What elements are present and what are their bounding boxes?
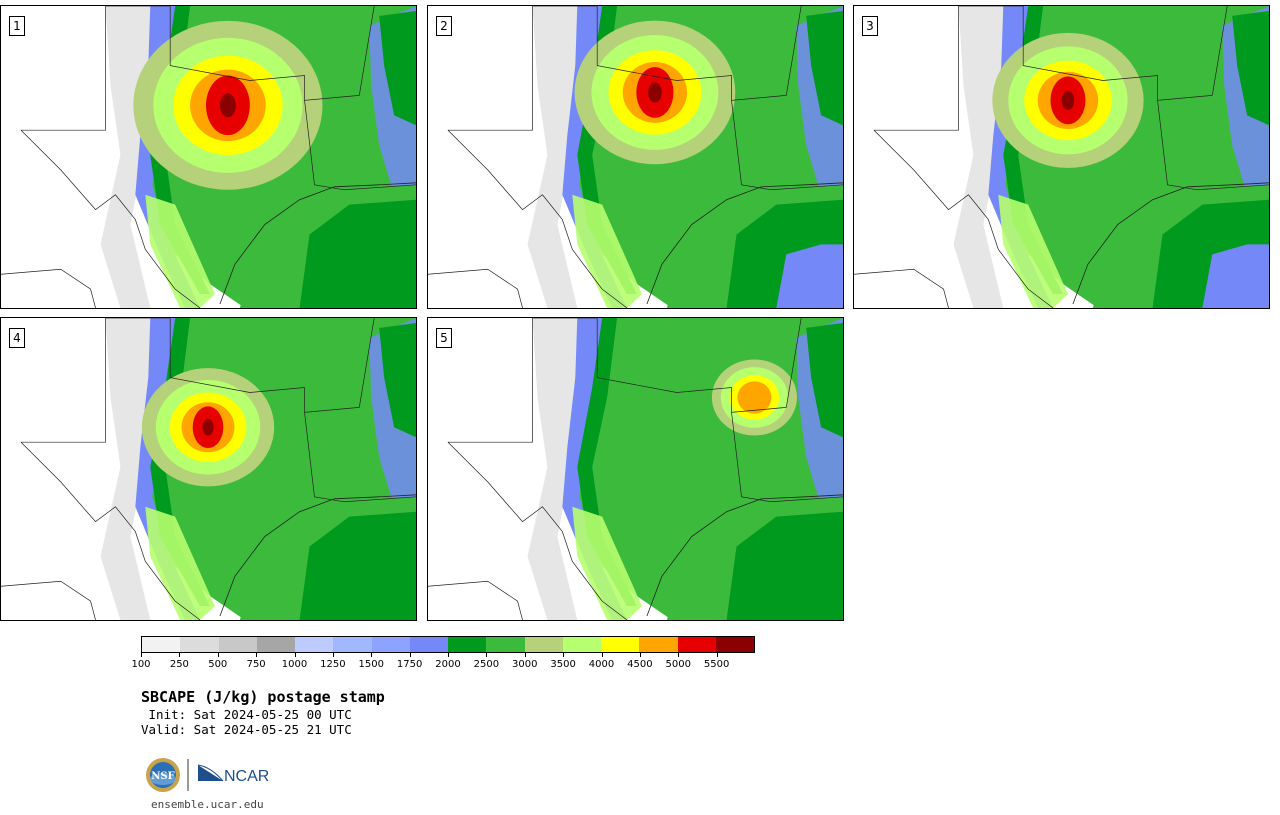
sbcape-field [428, 318, 843, 620]
colorbar-tick-label: 4000 [588, 659, 615, 670]
colorbar-tick-label: 250 [169, 659, 189, 670]
member-4-map: 4 [0, 317, 417, 621]
member-label: 1 [9, 16, 25, 36]
colorbar-tick [371, 653, 373, 657]
colorbar-tick-label: 1750 [396, 659, 423, 670]
colorbar-tick [294, 653, 296, 657]
nsf-logo-text: NSF [151, 771, 174, 782]
colorbar-bin [371, 637, 410, 652]
colorbar-bin [524, 637, 563, 652]
colorbar-tick-label: 1500 [358, 659, 384, 670]
sbcape-field [854, 6, 1269, 308]
colorbar-tick-labels: 100 250 500 750 1000 1250 1500 1750 2000 2500 3000… [131, 653, 755, 673]
colorbar-tick [563, 653, 565, 657]
figure-title: SBCAPE (J/kg) postage stamp [141, 688, 385, 706]
colorbar-tick-label: 3500 [550, 659, 576, 670]
member-5-map: 5 [427, 317, 844, 621]
sbcape-field [428, 6, 843, 308]
colorbar-tick [256, 653, 258, 657]
colorbar-bin [295, 637, 334, 652]
sbcape-colorbar [141, 636, 755, 653]
colorbar-tick-label: 5000 [665, 659, 691, 670]
colorbar-bin [142, 637, 181, 652]
colorbar-tick [141, 653, 142, 657]
member-label: 2 [436, 16, 452, 36]
colorbar-bin [218, 637, 257, 652]
colorbar-tick [601, 653, 603, 657]
colorbar-bin [448, 637, 487, 652]
colorbar-tick [179, 653, 181, 657]
colorbar-tick-label: 3000 [512, 659, 538, 670]
colorbar-tick-label: 2000 [435, 659, 461, 670]
colorbar-tick [678, 653, 680, 657]
colorbar-tick [448, 653, 449, 657]
ncar-logo-text: NCAR [224, 768, 269, 785]
valid-time: Valid: Sat 2024-05-25 21 UTC [141, 722, 352, 737]
colorbar-bin [256, 637, 295, 652]
colorbar-bin [486, 637, 525, 652]
colorbar-tick [639, 653, 641, 657]
colorbar-tick-label: 4500 [627, 659, 653, 670]
colorbar-bin [677, 637, 716, 652]
ncar-logo: NCAR [197, 764, 269, 785]
member-label: 3 [862, 16, 878, 36]
member-1-map: 1 [0, 5, 417, 309]
colorbar-tick-label: 5500 [703, 659, 730, 670]
colorbar-bin [409, 637, 448, 652]
colorbar-tick-label: 1000 [281, 659, 308, 670]
colorbar-bin [639, 637, 678, 652]
colorbar-tick-label: 500 [208, 659, 228, 670]
colorbar-tick [332, 653, 334, 657]
colorbar-tick [524, 653, 526, 657]
member-3-map: 3 [853, 5, 1270, 309]
colorbar-tick-label: 2500 [473, 659, 500, 670]
colorbar-tick-label: 1250 [320, 659, 346, 670]
colorbar-bin [715, 637, 754, 652]
sbcape-field [1, 6, 416, 308]
colorbar-tick-label: 750 [246, 659, 266, 670]
colorbar-bin [562, 637, 601, 652]
member-2-map: 2 [427, 5, 844, 309]
colorbar-tick [716, 653, 718, 657]
member-label: 5 [436, 328, 452, 348]
colorbar-tick-label: 100 [131, 659, 151, 670]
website-link[interactable]: ensemble.ucar.edu [151, 798, 264, 811]
colorbar-bin [333, 637, 372, 652]
colorbar-tick [217, 653, 219, 657]
nsf-logo: NSF [146, 758, 180, 792]
colorbar-bin [180, 637, 219, 652]
sbcape-field [1, 318, 416, 620]
member-label: 4 [9, 328, 25, 348]
colorbar-tick [486, 653, 488, 657]
colorbar-tick [409, 653, 411, 657]
colorbar-bin [601, 637, 640, 652]
init-time: Init: Sat 2024-05-25 00 UTC [141, 707, 352, 722]
logos: NSF NCAR [145, 757, 285, 793]
